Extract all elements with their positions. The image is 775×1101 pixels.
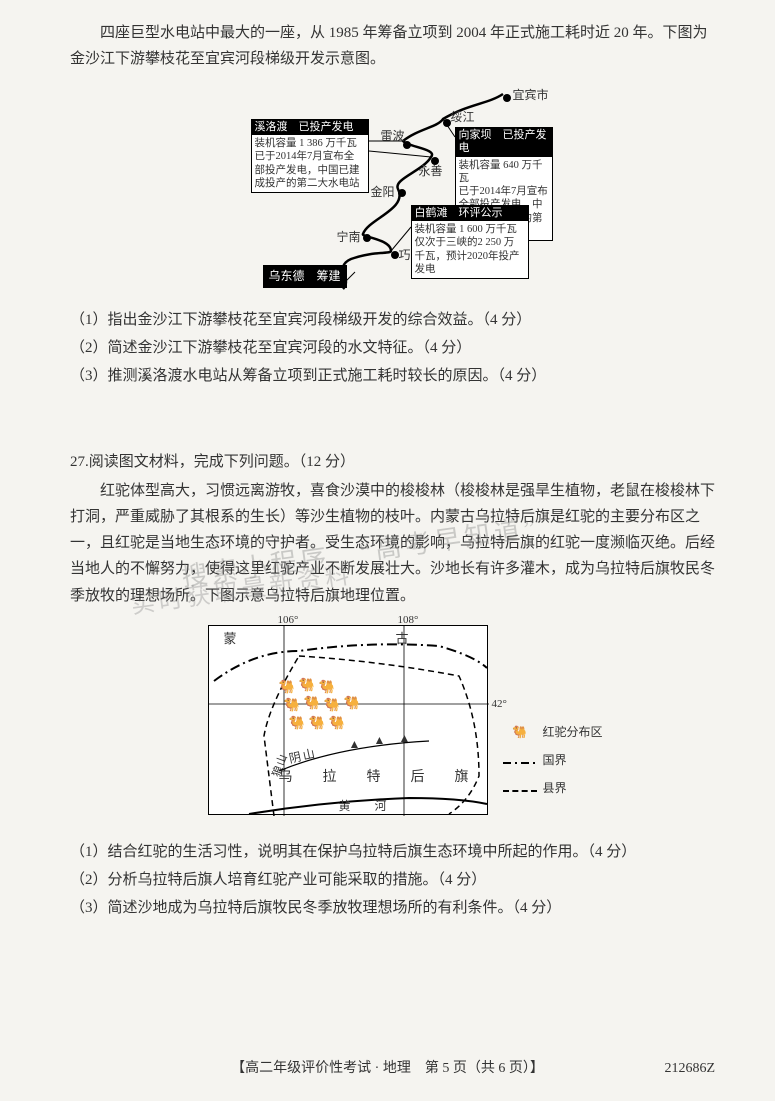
figure-wulate-map: 106° 108° 42° 🐫 🐫 🐫 🐫 🐫 🐫 🐫 🐫 🐫 bbox=[178, 615, 608, 835]
q26-sub1: （1）指出金沙江下游攀枝花至宜宾河段梯级开发的综合效益。（4 分） bbox=[70, 307, 715, 333]
dot-qiaojia bbox=[391, 251, 399, 259]
dot-ningnan bbox=[363, 234, 371, 242]
q26-sub2: （2）简述金沙江下游攀枝花至宜宾河段的水文特征。（4 分） bbox=[70, 335, 715, 361]
box-xiluodu: 溪洛渡 已投产发电 装机容量 1 386 万千瓦 已于2014年7月宣布全部投产… bbox=[251, 119, 369, 193]
page-code: 212686Z bbox=[664, 1057, 715, 1082]
box-xiangjiaba-header: 向家坝 已投产发电 bbox=[456, 128, 552, 158]
legend-border-icon bbox=[503, 748, 537, 772]
peak-icon: ▲ bbox=[399, 728, 411, 749]
label-mongolia: 蒙 古 bbox=[224, 628, 439, 651]
legend-camel-label: 红驼分布区 bbox=[543, 720, 603, 744]
coord-42: 42° bbox=[492, 695, 507, 714]
intro-paragraph: 四座巨型水电站中最大的一座，从 1985 年筹备立项到 2004 年正式施工耗时… bbox=[70, 20, 715, 73]
label-suijiang: 绥江 bbox=[451, 107, 475, 128]
legend-county: 县界 bbox=[503, 776, 603, 800]
dot-yibin bbox=[503, 94, 511, 102]
tag-wudongde: 乌东德 筹建 bbox=[263, 265, 347, 288]
label-yongshan: 永善 bbox=[419, 161, 443, 182]
q26-sub3: （3）推测溪洛渡水电站从筹备立项到正式施工耗时较长的原因。（4 分） bbox=[70, 363, 715, 389]
legend-county-icon bbox=[503, 776, 537, 800]
legend-camel-icon: 🐫 bbox=[503, 720, 537, 744]
map-legend: 🐫 红驼分布区 国界 县界 bbox=[503, 720, 603, 804]
box-xiluodu-body: 装机容量 1 386 万千瓦 已于2014年7月宣布全部投产发电，中国已建成投产… bbox=[255, 137, 365, 190]
q27-sub2: （2）分析乌拉特后旗人培育红驼产业可能采取的措施。（4 分） bbox=[70, 867, 715, 893]
legend-county-label: 县界 bbox=[543, 776, 567, 800]
label-huanghe: 黄 河 bbox=[339, 796, 393, 817]
label-jinyang: 金阳 bbox=[371, 182, 395, 203]
label-leibo: 雷波 bbox=[381, 126, 405, 147]
q27-title: 27.阅读图文材料，完成下列问题。（12 分） bbox=[70, 449, 715, 475]
legend-border: 国界 bbox=[503, 748, 603, 772]
box-baihetan: 白鹤滩 环评公示 装机容量 1 600 万千瓦 仅次于三峡的2 250 万千瓦，… bbox=[411, 205, 529, 279]
box-baihetan-header: 白鹤滩 环评公示 bbox=[412, 206, 528, 222]
box-baihetan-body: 装机容量 1 600 万千瓦 仅次于三峡的2 250 万千瓦，预计2020年投产… bbox=[415, 223, 525, 276]
peak-icon: ▲ bbox=[349, 734, 361, 755]
camel-icon: 🐫 bbox=[344, 692, 360, 715]
peak-icon: ▲ bbox=[374, 730, 386, 751]
page-footer: 【高二年级评价性考试 · 地理 第 5 页（共 6 页）】 bbox=[0, 1057, 775, 1082]
box-xiluodu-header: 溪洛渡 已投产发电 bbox=[252, 120, 368, 136]
q27-sub1: （1）结合红驼的生活习性，说明其在保护乌拉特后旗生态环境中所起的作用。（4 分） bbox=[70, 839, 715, 865]
label-yibin: 宜宾市 bbox=[513, 85, 549, 106]
camel-icon: 🐫 bbox=[309, 712, 325, 735]
label-ningnan: 宁南 bbox=[337, 227, 361, 248]
dot-jinyang bbox=[398, 189, 406, 197]
figure-jinsha-river: 宜宾市 绥江 雷波 永善 金阳 宁南 巧家 溪洛渡 已投产发电 装机容量 1 3… bbox=[233, 79, 553, 299]
dot-suijiang bbox=[443, 119, 451, 127]
legend-border-label: 国界 bbox=[543, 748, 567, 772]
camel-icon: 🐫 bbox=[289, 712, 305, 735]
q27-sub3: （3）简述沙地成为乌拉特后旗牧民冬季放牧理想场所的有利条件。（4 分） bbox=[70, 895, 715, 921]
legend-camel: 🐫 红驼分布区 bbox=[503, 720, 603, 744]
map-frame: 🐫 🐫 🐫 🐫 🐫 🐫 🐫 🐫 🐫 🐫 ▲ ▲ ▲ 蒙 古 乌 拉 特 后 旗 … bbox=[208, 625, 488, 815]
label-wulate: 乌 拉 特 后 旗 bbox=[279, 766, 477, 791]
camel-icon: 🐫 bbox=[329, 712, 345, 735]
